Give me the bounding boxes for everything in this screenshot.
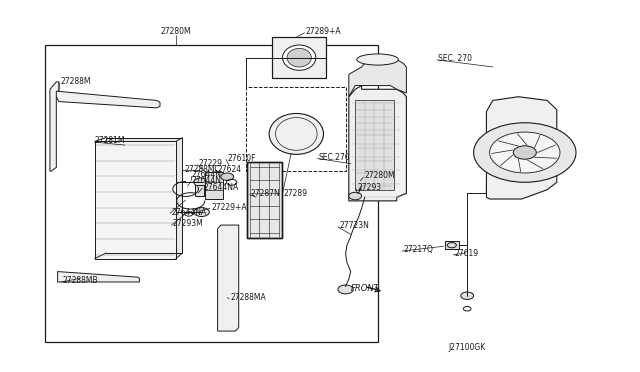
Text: 27288M: 27288M [61,77,92,86]
Text: 27610F: 27610F [227,154,256,163]
Text: 27288MA: 27288MA [230,293,266,302]
Text: 27619: 27619 [454,249,479,258]
Polygon shape [349,60,406,97]
Bar [205,172,223,199]
Text: 27229+A: 27229+A [211,203,247,212]
Circle shape [338,285,353,294]
Circle shape [194,208,209,217]
Text: 27289: 27289 [284,189,307,198]
Polygon shape [272,37,326,78]
Circle shape [490,132,560,173]
Text: SEC.270: SEC.270 [319,153,350,162]
Circle shape [221,173,234,180]
Text: 27624: 27624 [218,165,242,174]
Text: 27288MC: 27288MC [184,165,220,174]
Text: 27280M: 27280M [161,27,191,36]
Bar [246,87,346,171]
Polygon shape [50,82,63,171]
Polygon shape [349,86,406,201]
Bar [247,162,282,238]
Text: 27723N: 27723N [339,221,369,230]
Polygon shape [106,138,182,253]
Polygon shape [95,141,176,259]
Bar [355,100,394,190]
Circle shape [194,178,209,187]
Text: FRONT: FRONT [351,284,380,293]
Text: 27217Q: 27217Q [403,246,433,254]
Circle shape [349,192,362,200]
Text: 27281M: 27281M [95,136,125,145]
Circle shape [474,123,576,182]
Text: 27644NA: 27644NA [172,208,207,217]
Polygon shape [56,91,160,108]
Text: J27100GK: J27100GK [448,343,485,352]
Ellipse shape [269,113,323,154]
Ellipse shape [357,54,398,65]
Text: 27288MB: 27288MB [63,276,99,285]
Text: 27644N: 27644N [192,170,222,179]
Ellipse shape [283,45,316,70]
Text: 27293M: 27293M [173,219,204,228]
Circle shape [461,292,474,299]
Polygon shape [218,225,239,331]
Text: 27644N: 27644N [192,176,222,185]
Polygon shape [247,162,282,238]
Polygon shape [486,97,557,199]
Ellipse shape [287,48,312,67]
Text: 27229: 27229 [198,159,223,168]
Text: 27287N: 27287N [251,189,280,198]
Circle shape [513,146,536,159]
Bar [195,185,204,196]
Bar [45,45,378,342]
Text: 27289+A: 27289+A [306,27,342,36]
Text: 27644NA: 27644NA [204,183,239,192]
Bar [445,241,459,249]
Text: SEC. 270: SEC. 270 [438,54,472,63]
Polygon shape [58,272,140,282]
Text: 27280M: 27280M [365,171,396,180]
Bar [272,37,326,78]
Text: 27293: 27293 [357,183,381,192]
